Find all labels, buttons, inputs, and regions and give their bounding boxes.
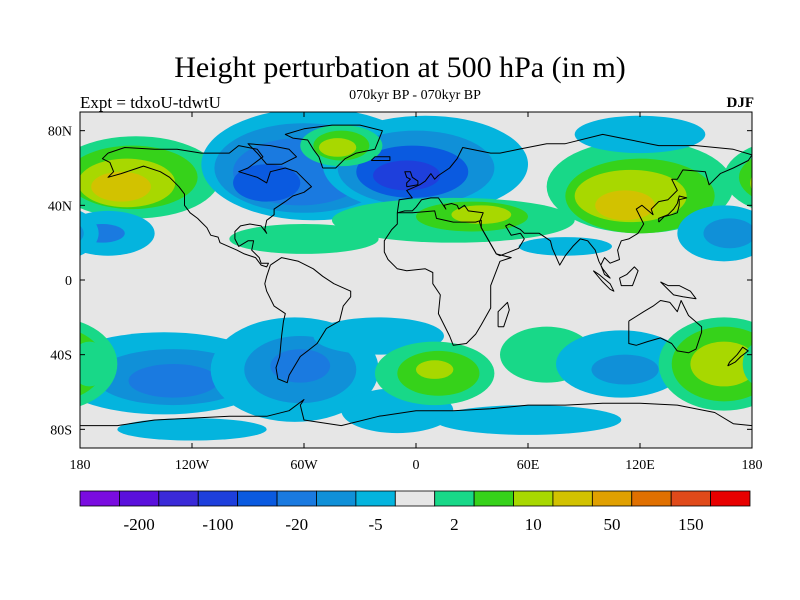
coastline-eurasia xyxy=(396,133,752,279)
lon-tick-label: 180 xyxy=(70,458,91,473)
contour-region xyxy=(434,405,622,435)
colorbar-swatch xyxy=(276,490,317,507)
contour-region xyxy=(451,205,512,225)
coastline-madagascar xyxy=(497,301,510,328)
contour-region xyxy=(703,218,752,249)
colorbar-label: 2 xyxy=(450,515,459,534)
contour-region xyxy=(270,349,331,383)
colorbar-label: 50 xyxy=(604,515,621,534)
lat-tick-label: 40S xyxy=(50,349,72,364)
contour-region xyxy=(742,344,752,384)
contour-region xyxy=(595,190,655,221)
coastline-borneo xyxy=(619,266,639,287)
coastline-greenland xyxy=(284,124,383,169)
coastline-new-guinea xyxy=(660,281,697,300)
coastline-indonesia xyxy=(592,270,615,292)
colorbar-label: -200 xyxy=(124,515,155,534)
lon-tick-label: 120W xyxy=(175,458,210,473)
colorbar-swatch xyxy=(394,490,436,507)
lat-tick-label: 0 xyxy=(65,274,72,289)
colorbar-swatch xyxy=(79,490,120,507)
coastline-north-america xyxy=(101,145,312,268)
colorbar-swatch xyxy=(513,490,554,507)
colorbar-label: -5 xyxy=(369,515,383,534)
lon-tick-label: 60E xyxy=(517,458,540,473)
lat-tick-label: 40N xyxy=(48,199,72,214)
axis-ticks: 180 120W 60W 0 60E 120E 180 80N 40N 0 40S 80S xyxy=(48,112,763,473)
colorbar-swatch xyxy=(316,490,357,507)
coastline-baffin xyxy=(247,143,297,165)
coastline-svalbard-iceland xyxy=(370,156,391,161)
contour-region xyxy=(591,354,659,385)
contour-region xyxy=(416,360,454,379)
coastline-british-isles xyxy=(404,171,419,188)
colorbar: -200 -100 -20 -5 2 10 50 150 xyxy=(79,490,751,534)
contour-region xyxy=(80,225,84,242)
contour-region xyxy=(750,176,752,190)
coastline-antarctica xyxy=(80,399,752,427)
contour-region xyxy=(690,341,752,387)
lon-tick-label: 180 xyxy=(742,458,763,473)
lat-tick-label: 80S xyxy=(50,423,72,438)
contour-region xyxy=(80,341,108,387)
colorbar-swatch xyxy=(591,490,633,507)
colorbar-swatch xyxy=(552,490,593,507)
colorbar-swatch xyxy=(631,490,672,507)
colorbar-swatch xyxy=(158,490,199,507)
contour-region xyxy=(128,364,219,398)
coastline-japan xyxy=(658,195,688,223)
contour-region xyxy=(229,224,379,254)
lon-tick-label: 120E xyxy=(625,458,655,473)
contour-region xyxy=(117,418,267,441)
experiment-label: Expt = tdxoU-tdwtU xyxy=(80,93,221,112)
colorbar-swatch xyxy=(355,490,396,507)
coastline-south-america xyxy=(264,257,352,384)
colorbar-label: 150 xyxy=(678,515,704,534)
colorbar-swatch xyxy=(434,490,475,507)
coastline-new-zealand xyxy=(727,346,749,367)
lon-tick-label: 60W xyxy=(290,458,318,473)
contour-region xyxy=(738,158,752,197)
chart-title: Height perturbation at 500 hPa (in m) xyxy=(174,51,626,84)
colorbar-swatch xyxy=(197,490,239,507)
contour-region xyxy=(80,210,99,256)
colorbar-swatch xyxy=(710,490,751,507)
colorbar-swatch xyxy=(237,490,278,507)
season-label: DJF xyxy=(726,95,755,111)
chart-subtitle: 070kyr BP - 070kyr BP xyxy=(349,88,481,103)
map-plot-area xyxy=(80,112,752,448)
contour-region xyxy=(373,160,441,191)
colorbar-label: 10 xyxy=(525,515,542,534)
coastline-eurasia-africa xyxy=(383,210,512,346)
colorbar-swatch xyxy=(473,490,514,507)
contour-region xyxy=(91,171,151,202)
contour-region xyxy=(574,115,706,154)
coastline-australia xyxy=(628,300,703,354)
lon-tick-label: 0 xyxy=(413,458,420,473)
contour-region xyxy=(318,138,357,157)
colorbar-label: -100 xyxy=(202,515,233,534)
colorbar-swatch xyxy=(119,490,160,507)
contour-region xyxy=(518,237,612,256)
colorbar-label: -20 xyxy=(285,515,308,534)
colorbar-swatch xyxy=(670,490,711,507)
lat-tick-label: 80N xyxy=(48,125,72,140)
